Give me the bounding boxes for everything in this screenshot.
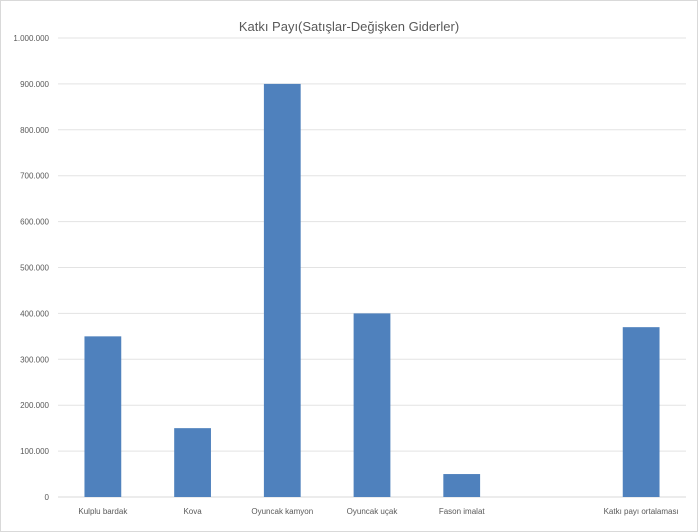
y-tick-label: 600.000	[20, 218, 49, 227]
y-tick-label: 0	[45, 493, 50, 502]
bar	[443, 474, 481, 497]
bar	[263, 83, 301, 498]
y-tick-label: 900.000	[20, 80, 49, 89]
y-tick-label: 1.000.000	[13, 34, 49, 43]
y-axis-tick-labels: 0 100.000 200.000 300.000 400.000 500.000 600.…	[13, 34, 49, 502]
y-tick-label: 100.000	[20, 447, 49, 456]
x-category-label: Kulplu bardak	[78, 507, 128, 516]
y-tick-label: 300.000	[20, 355, 49, 364]
bar	[174, 428, 211, 497]
y-tick-label: 500.000	[20, 264, 49, 273]
x-category-label: Oyuncak kamyon	[251, 507, 313, 516]
bar	[353, 313, 391, 497]
y-tick-label: 700.000	[20, 172, 49, 181]
x-axis-category-labels: Kulplu bardak Kova Oyuncak kamyon Oyuncak u…	[78, 507, 678, 516]
bar	[84, 336, 122, 497]
x-category-label: Fason imalat	[439, 507, 486, 516]
bars	[84, 83, 660, 498]
x-category-label: Oyuncak uçak	[347, 507, 399, 516]
x-category-label: Katkı payı ortalaması	[604, 507, 679, 516]
x-category-label: Kova	[183, 507, 202, 516]
y-tick-label: 800.000	[20, 126, 49, 135]
chart-title: Katkı Payı(Satışlar-Değişken Giderler)	[239, 19, 459, 34]
bar	[622, 327, 660, 497]
y-tick-label: 400.000	[20, 309, 49, 318]
y-tick-label: 200.000	[20, 401, 49, 410]
